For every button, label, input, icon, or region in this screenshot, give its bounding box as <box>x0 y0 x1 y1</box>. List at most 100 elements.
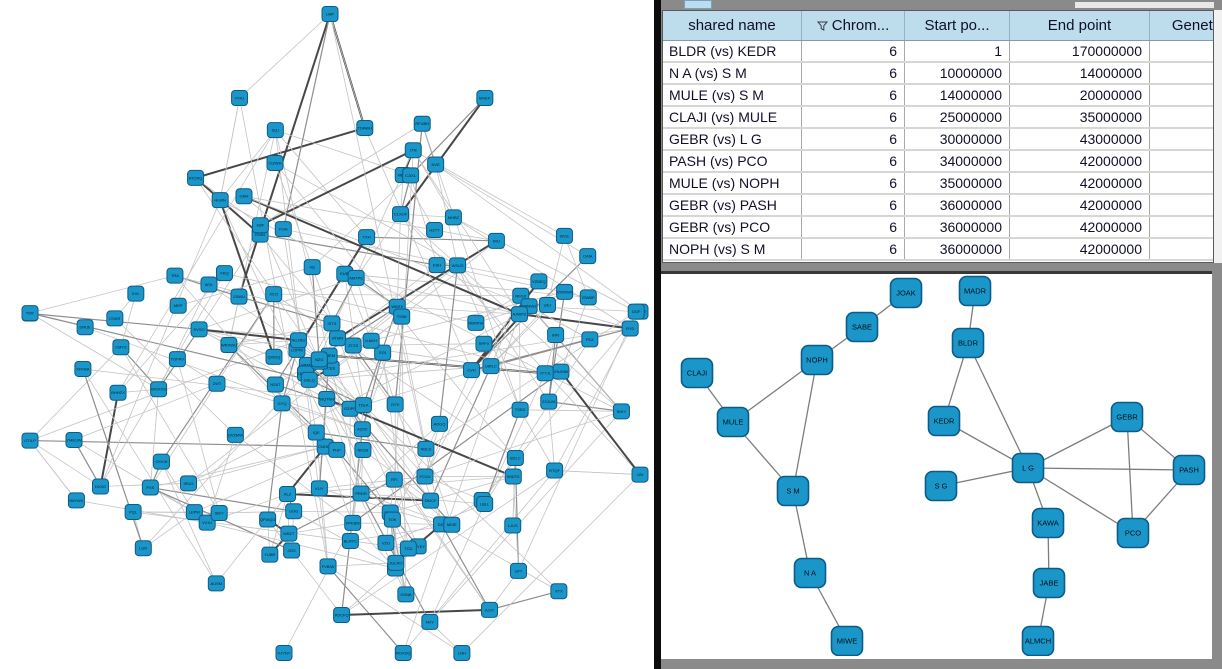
network-node[interactable]: XFKBA <box>74 360 92 377</box>
network-node[interactable]: GSLQ <box>300 371 318 388</box>
network-node[interactable]: QFWQO <box>259 511 277 528</box>
network-node[interactable]: BXLC <box>506 450 524 467</box>
network-node[interactable]: CKKW <box>152 453 170 470</box>
network-node[interactable]: FPEBM <box>344 514 362 531</box>
network-node[interactable]: IRUG <box>180 475 198 492</box>
table-row[interactable]: N A (vs) S M610000000140000006.6 <box>663 62 1213 85</box>
vertical-scrollbar[interactable] <box>1214 10 1222 263</box>
network-node[interactable]: POU <box>231 90 249 106</box>
network-node[interactable]: LUD <box>134 540 152 557</box>
network-node[interactable]: NZG <box>310 351 328 368</box>
network-node[interactable]: AJJY <box>481 601 499 618</box>
network-node[interactable]: IJN <box>631 466 649 483</box>
network-node[interactable]: FCVU <box>416 468 434 485</box>
network-node[interactable]: KEDR <box>927 405 961 437</box>
network-node[interactable]: XTX <box>550 583 568 600</box>
network-node[interactable]: TDAWH <box>356 119 374 136</box>
network-node[interactable]: TMY <box>21 305 39 322</box>
network-node[interactable]: WCE <box>555 227 573 244</box>
network-node[interactable]: MULE <box>716 406 750 438</box>
network-node[interactable]: BAYWX <box>67 492 85 509</box>
network-node[interactable]: IRU <box>487 232 505 249</box>
network-node[interactable]: UFT <box>509 562 527 579</box>
network-node[interactable]: NVE <box>427 156 445 173</box>
network-node[interactable]: TCD <box>399 540 417 557</box>
network-node[interactable]: GYQ <box>273 395 291 412</box>
network-node[interactable]: SQJ <box>266 122 284 139</box>
network-node[interactable]: LBLL <box>476 495 494 512</box>
network-overview-canvas[interactable]: LMPRGXDQSQJERIBWSFBMIENINMEYPATCRQRYDISW… <box>0 0 654 669</box>
network-node[interactable]: MHBZ <box>444 209 462 226</box>
network-node[interactable]: KAWA <box>1031 507 1065 539</box>
network-node[interactable]: JABE <box>1032 567 1066 599</box>
network-node[interactable]: PDCFQ <box>333 607 351 624</box>
network-node[interactable]: ZTZS <box>344 337 362 354</box>
network-node[interactable]: VJYNY <box>275 645 293 661</box>
network-node[interactable]: VKWWK <box>556 283 574 300</box>
network-node[interactable]: RTQF <box>546 462 564 479</box>
network-node[interactable]: SIEY <box>210 504 228 521</box>
network-node[interactable]: UEJ <box>538 296 556 313</box>
network-node[interactable]: KUY <box>310 480 328 497</box>
network-node[interactable]: BLHYC <box>341 532 359 549</box>
network-node[interactable]: ZXJUM <box>540 393 558 410</box>
network-node[interactable]: VZBEQ <box>530 273 548 290</box>
network-node[interactable]: GNH <box>235 188 253 205</box>
network-node[interactable]: TSED <box>511 401 529 418</box>
network-node[interactable]: ATCRQ <box>187 169 205 186</box>
network-node[interactable]: VNJMM <box>552 363 570 380</box>
network-node[interactable]: ZWT <box>208 375 226 392</box>
network-node[interactable]: AUSM <box>207 575 225 592</box>
network-node[interactable]: CLAJI <box>680 357 714 389</box>
network-node[interactable]: JYTJL <box>536 365 554 382</box>
column-header-chrom[interactable]: Chrom... <box>801 11 905 41</box>
network-node[interactable]: RPFV <box>475 335 493 352</box>
network-node[interactable]: RGXDQ <box>394 645 412 661</box>
network-node[interactable]: S G <box>924 470 958 502</box>
network-node[interactable]: IIQ <box>303 259 321 276</box>
network-node[interactable]: JOAK <box>889 277 923 309</box>
table-row[interactable]: NOPH (vs) S M636000000420000009.9 <box>663 238 1213 261</box>
table-row[interactable]: BLDR (vs) KEDR61170000000192.0 <box>663 40 1213 63</box>
network-node[interactable]: QVZMW <box>226 426 244 443</box>
network-node[interactable]: CMYS <box>112 339 130 356</box>
network-node[interactable]: CSKR <box>106 310 124 327</box>
network-node[interactable]: JZIS <box>283 542 301 559</box>
column-header-shared-name[interactable]: shared name <box>663 11 802 41</box>
network-node[interactable]: UIRLC <box>482 358 500 375</box>
network-node[interactable]: RFI <box>385 471 403 488</box>
network-node[interactable]: MEP <box>169 297 187 314</box>
network-node[interactable]: GYV <box>386 396 404 413</box>
network-node[interactable]: BLDR <box>951 327 985 359</box>
network-node[interactable]: XGNB <box>397 586 415 603</box>
table-row[interactable]: MULE (vs) NOPH6350000004200000010.5 <box>663 172 1213 195</box>
table-mini-tab[interactable] <box>684 0 712 9</box>
network-node[interactable]: NCZRU <box>289 332 307 349</box>
network-node[interactable]: MIWE <box>830 625 864 656</box>
table-row[interactable]: PASH (vs) PCO6340000004200000011.4 <box>663 150 1213 173</box>
network-node[interactable]: ZSWU <box>230 288 248 305</box>
network-node[interactable]: ESH <box>428 257 446 274</box>
table-row[interactable]: GEBR (vs) L G6300000004300000016.9 <box>663 128 1213 151</box>
network-node[interactable]: NVY <box>421 613 439 630</box>
network-node[interactable]: WVL <box>200 276 218 293</box>
network-node[interactable]: WIDTK <box>504 468 522 485</box>
column-header-genetic[interactable]: Genetic... <box>1149 11 1213 41</box>
network-node[interactable]: ISTS <box>323 315 341 332</box>
network-node[interactable]: WQTNH <box>318 390 336 407</box>
network-node[interactable]: SABE <box>845 311 879 343</box>
network-node[interactable]: AMTPE <box>347 269 365 286</box>
column-header-start-po[interactable]: Start po... <box>904 11 1010 41</box>
network-node[interactable]: CLXOF <box>392 206 410 223</box>
network-node[interactable]: UOG <box>285 503 303 520</box>
table-row[interactable]: GEBR (vs) PCO636000000420000008.4 <box>663 216 1213 239</box>
panel-divider[interactable] <box>654 0 661 669</box>
network-node[interactable]: HZF <box>251 217 269 234</box>
network-node[interactable]: GEBR <box>1110 401 1144 433</box>
network-node[interactable]: NKSS <box>354 441 372 458</box>
network-node[interactable]: ALMCH <box>1021 625 1055 656</box>
network-node[interactable]: N A <box>793 557 827 589</box>
network-node[interactable]: PXS <box>141 479 159 496</box>
network-node[interactable]: FIJH <box>274 221 292 238</box>
network-node[interactable]: PRDR <box>352 485 370 502</box>
